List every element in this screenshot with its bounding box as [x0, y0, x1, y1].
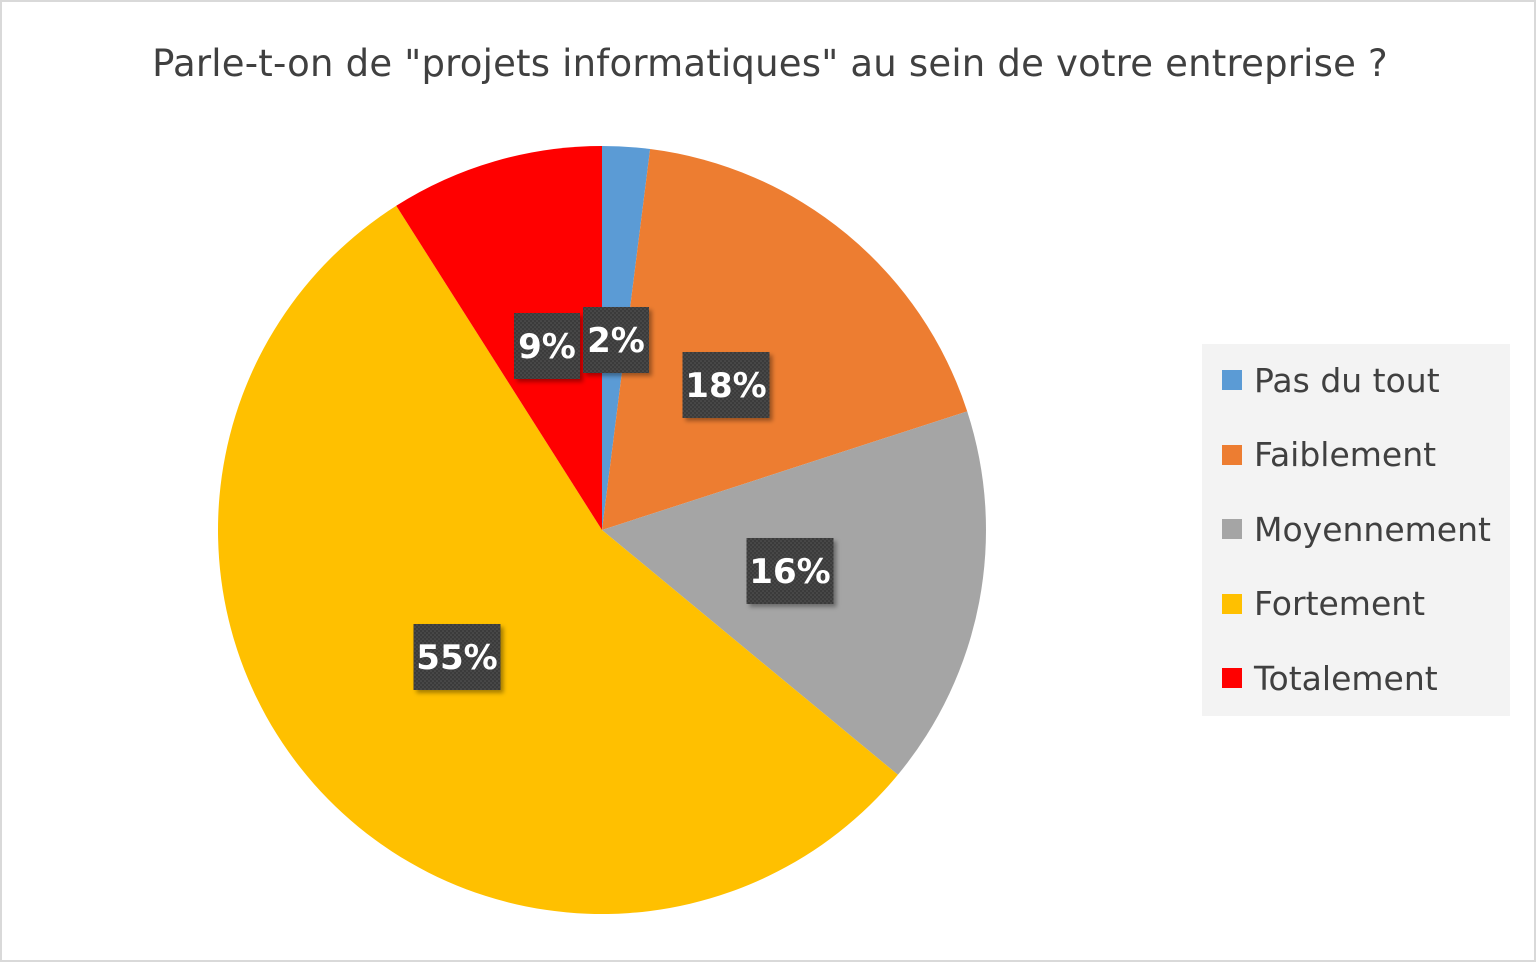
pie-slices	[218, 146, 986, 915]
pie-slice-totalement	[396, 146, 602, 530]
data-label-box	[413, 624, 501, 690]
pie-slice-fortement	[218, 205, 898, 915]
data-label-fortement: 55%	[413, 624, 501, 690]
data-label-box	[746, 538, 834, 604]
data-label-box	[514, 313, 580, 379]
pie-data-labels: 9% 2% 18% 16% 55%	[413, 307, 834, 690]
legend-swatch	[1222, 370, 1242, 390]
legend-swatch	[1222, 444, 1242, 465]
legend-item-faiblement: Faiblement	[1222, 435, 1436, 475]
data-label-text: 9%	[518, 327, 576, 367]
legend-swatch	[1222, 593, 1242, 614]
legend-swatch	[1222, 519, 1242, 539]
data-label-box	[682, 352, 770, 418]
pie-slice-faiblement	[602, 149, 968, 530]
legend-item-fortement: Fortement	[1222, 584, 1425, 624]
legend-swatch	[1222, 668, 1242, 688]
data-label-moyennement: 16%	[746, 538, 834, 604]
legend-item-pas-du-tout: Pas du tout	[1222, 360, 1440, 400]
data-label-text: 16%	[749, 552, 830, 592]
data-label-faiblement: 18%	[682, 352, 770, 418]
legend-label: Fortement	[1254, 584, 1426, 623]
legend-label: Moyennement	[1254, 509, 1491, 549]
data-label-text: 18%	[685, 366, 766, 406]
legend: Pas du tout Faiblement Moyennement Fortemen…	[1202, 344, 1510, 716]
legend-label: Totalement	[1254, 658, 1438, 698]
legend-item-moyennement: Moyennement	[1222, 509, 1491, 549]
legend-label: Faiblement	[1254, 435, 1437, 474]
data-label-box	[583, 307, 649, 373]
legend-item-totalement: Totalement	[1222, 658, 1438, 698]
data-label-totalement: 9%	[514, 313, 580, 379]
legend-label: Pas du tout	[1254, 360, 1440, 400]
chart-title: Parle-t-on de "projets informatiques" au…	[152, 42, 1388, 85]
data-label-pas-du-tout: 2%	[583, 307, 649, 373]
data-label-text: 55%	[416, 638, 497, 678]
data-label-text: 2%	[587, 321, 645, 361]
